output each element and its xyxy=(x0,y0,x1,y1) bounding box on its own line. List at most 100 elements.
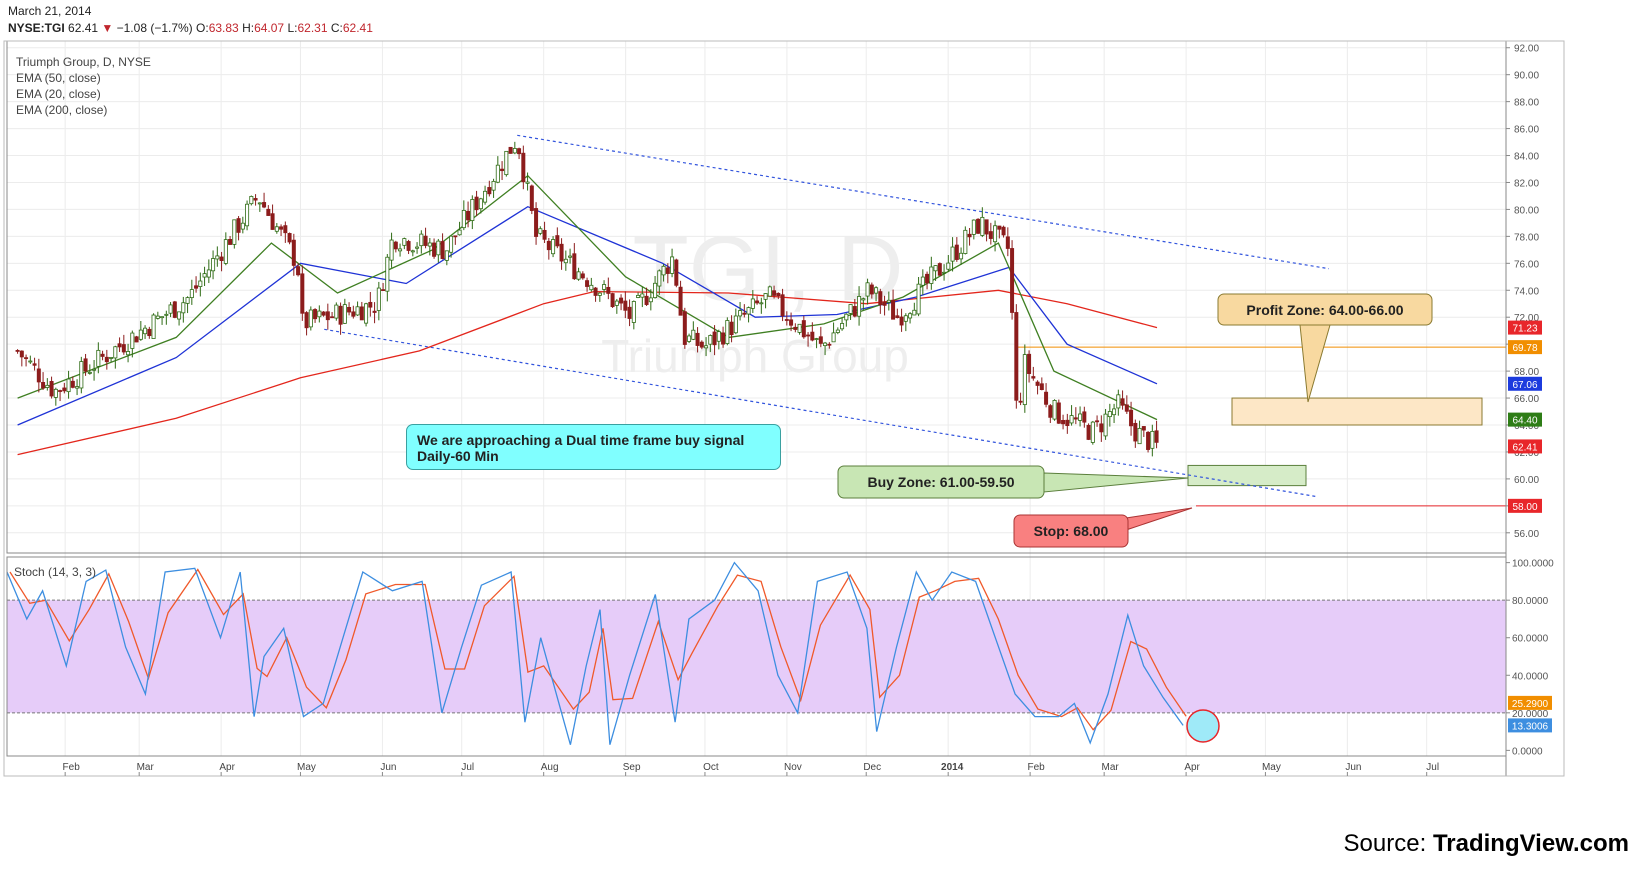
candle-body xyxy=(546,240,551,251)
price-tag-label: 71.23 xyxy=(1512,324,1537,335)
candle-body xyxy=(976,218,981,234)
ema-lines xyxy=(17,174,1158,456)
price-tag-label: 64.40 xyxy=(1512,416,1537,427)
candle-body xyxy=(232,219,237,245)
symbol[interactable]: NYSE:TGI xyxy=(8,21,65,35)
candle-body xyxy=(317,310,322,318)
candle-body xyxy=(104,356,109,363)
candle-body xyxy=(423,235,428,246)
candle-body xyxy=(321,311,326,316)
source-brand[interactable]: TradingView.com xyxy=(1432,830,1629,857)
candle-body xyxy=(236,218,241,233)
candle-body xyxy=(1061,420,1066,425)
stoch-d-line xyxy=(9,568,1187,731)
price-tag-bg xyxy=(1508,498,1542,513)
candle-body xyxy=(542,229,547,240)
candle-body xyxy=(908,313,913,319)
candle-body xyxy=(789,319,794,326)
candle-body xyxy=(988,231,993,239)
candle-body xyxy=(916,283,921,315)
profit-callout-text: Profit Zone: 64.00-66.00 xyxy=(1246,302,1403,318)
candle-body xyxy=(274,226,279,232)
time-tick-label: Jun xyxy=(1345,762,1361,773)
candle-body xyxy=(198,280,203,287)
candle-body xyxy=(572,253,577,280)
candle-body xyxy=(657,270,662,287)
profit-callout-box[interactable] xyxy=(1217,293,1433,326)
trendlines[interactable] xyxy=(324,134,1329,498)
callouts[interactable]: Profit Zone: 64.00-66.00 Buy Zone: 61.00-… xyxy=(837,293,1433,548)
time-tick-label: Feb xyxy=(63,762,81,773)
candle-body xyxy=(521,152,526,183)
candle-body xyxy=(980,216,985,236)
time-tick-label: Sep xyxy=(623,762,641,773)
candle-body xyxy=(568,255,573,258)
candle-body xyxy=(483,190,488,203)
candle-body xyxy=(487,187,492,195)
candle-body xyxy=(313,309,318,320)
legend-ema200[interactable]: EMA (200, close) xyxy=(16,103,108,117)
candle-body xyxy=(160,316,165,319)
candle-body xyxy=(691,329,696,340)
candle-body xyxy=(24,357,29,360)
price-tag-bg xyxy=(1508,376,1542,391)
candle-body xyxy=(636,294,641,298)
candle-body xyxy=(1022,354,1027,406)
candle-body xyxy=(410,250,415,253)
candle-body xyxy=(865,282,870,297)
candle-body xyxy=(385,256,390,292)
candle-body xyxy=(96,349,101,367)
candle-body xyxy=(857,296,862,317)
legend-ema50[interactable]: EMA (50, close) xyxy=(16,71,101,85)
legend-ema20[interactable]: EMA (20, close) xyxy=(16,87,101,101)
candle-body xyxy=(296,266,301,276)
candle-body xyxy=(393,241,398,250)
upper-trendline[interactable] xyxy=(517,134,1329,270)
candle-body xyxy=(840,323,845,330)
candle-body xyxy=(504,150,509,176)
stochastic-lines xyxy=(6,561,1220,745)
candle-body xyxy=(517,148,522,155)
candle-body xyxy=(351,311,356,317)
candle-body xyxy=(750,298,755,309)
candle-body xyxy=(967,233,972,238)
profit-zone-box xyxy=(1231,397,1483,426)
candle-body xyxy=(653,282,658,299)
stoch-tag-bg xyxy=(1508,718,1552,733)
candle-body xyxy=(678,286,683,316)
candle-body xyxy=(113,346,118,359)
candle-body xyxy=(130,332,135,349)
candle-body xyxy=(177,311,182,320)
candle-body xyxy=(576,271,581,280)
buy-zone-box xyxy=(1187,464,1307,487)
candle-body xyxy=(1120,398,1125,406)
candle-body xyxy=(950,246,955,262)
levels xyxy=(1016,346,1506,507)
buy-callout-text: Buy Zone: 61.00-59.50 xyxy=(867,474,1014,490)
stop-callout-box[interactable] xyxy=(1013,514,1129,548)
candle-body xyxy=(58,390,63,392)
candle-body xyxy=(172,301,177,318)
candle-body xyxy=(1052,400,1057,420)
candle-body xyxy=(874,287,879,294)
candle-body xyxy=(266,208,271,216)
candle-body xyxy=(70,380,75,388)
candle-body xyxy=(933,265,938,272)
candle-body xyxy=(15,350,20,352)
price-tick-label: 88.00 xyxy=(1514,98,1539,109)
low-value: 62.31 xyxy=(297,21,328,35)
stoch-k-line xyxy=(6,561,1184,745)
candle-body xyxy=(181,302,186,314)
candle-body xyxy=(623,300,628,311)
candle-body xyxy=(1112,408,1117,416)
candle-body xyxy=(1099,423,1104,433)
price-tick-label: 80.00 xyxy=(1514,205,1539,216)
candle-body xyxy=(627,306,632,319)
candle-body xyxy=(79,361,84,389)
candle-body xyxy=(495,164,500,183)
candle-body xyxy=(844,313,849,321)
candle-body xyxy=(41,382,46,389)
buy-callout-box[interactable] xyxy=(837,465,1045,499)
candle-body xyxy=(674,259,679,286)
